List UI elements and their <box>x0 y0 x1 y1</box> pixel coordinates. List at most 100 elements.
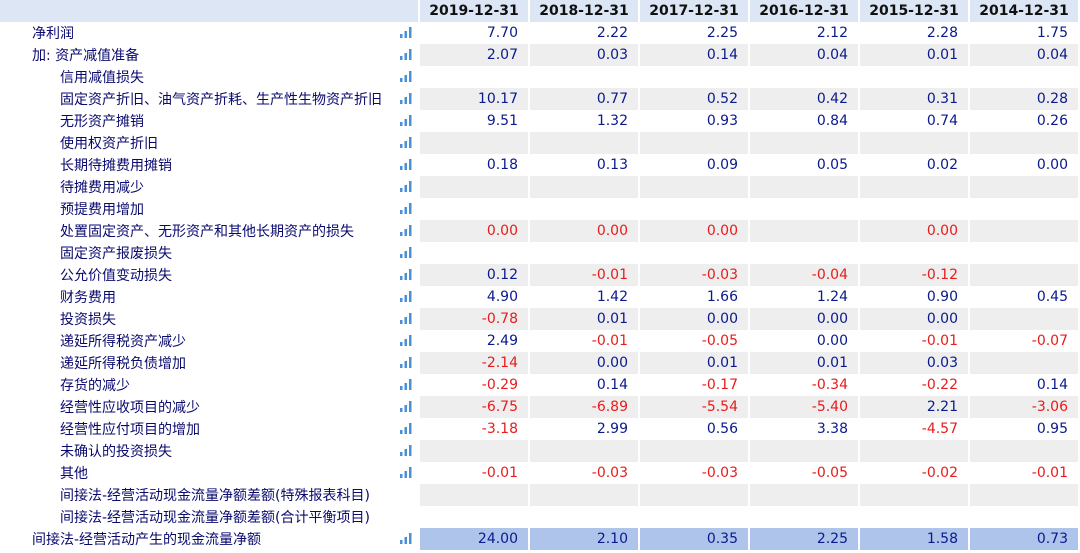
value-cell <box>750 242 860 264</box>
value-cell <box>640 132 750 154</box>
value-cell <box>970 220 1080 242</box>
table-row: 间接法-经营活动现金流量净额差额(特殊报表科目) <box>0 484 1080 506</box>
year-header[interactable]: 2015-12-31 <box>860 0 970 22</box>
value-cell: 0.00 <box>640 220 750 242</box>
value-cell <box>530 176 640 198</box>
row-label-text: 经营性应付项目的增加 <box>60 422 200 438</box>
value-cell: 0.14 <box>530 374 640 396</box>
value-cell: 0.00 <box>640 308 750 330</box>
bar-chart-icon[interactable] <box>400 445 412 456</box>
bar-chart-icon[interactable] <box>400 115 412 126</box>
value-cell <box>860 198 970 220</box>
bar-chart-icon[interactable] <box>400 313 412 324</box>
bar-chart-icon[interactable] <box>400 467 412 478</box>
value-cell <box>860 506 970 528</box>
bar-chart-icon[interactable] <box>400 335 412 346</box>
bar-chart-icon[interactable] <box>400 49 412 60</box>
value-cell: -3.18 <box>420 418 530 440</box>
bar-chart-icon[interactable] <box>400 357 412 368</box>
table-row: 信用减值损失 <box>0 66 1080 88</box>
bar-chart-icon[interactable] <box>400 401 412 412</box>
value-cell <box>530 484 640 506</box>
value-cell: -0.03 <box>530 462 640 484</box>
value-cell: 0.12 <box>420 264 530 286</box>
bar-chart-icon[interactable] <box>400 247 412 258</box>
table-row: 投资损失 -0.78 0.01 0.00 0.00 0.00 <box>0 308 1080 330</box>
row-label: 信用减值损失 <box>0 66 420 88</box>
value-cell <box>420 440 530 462</box>
row-label-text: 未确认的投资损失 <box>60 444 172 460</box>
bar-chart-icon[interactable] <box>400 291 412 302</box>
table-row: 存货的减少 -0.29 0.14 -0.17 -0.34 -0.22 0.14 <box>0 374 1080 396</box>
value-cell: -2.14 <box>420 352 530 374</box>
value-cell <box>750 132 860 154</box>
value-cell: -6.75 <box>420 396 530 418</box>
value-cell <box>970 176 1080 198</box>
bar-chart-icon[interactable] <box>400 93 412 104</box>
value-cell: -0.01 <box>420 462 530 484</box>
row-label: 其他 <box>0 462 420 484</box>
value-cell <box>530 506 640 528</box>
value-cell: 2.12 <box>750 22 860 44</box>
value-cell <box>640 66 750 88</box>
bar-chart-icon[interactable] <box>400 269 412 280</box>
row-label: 存货的减少 <box>0 374 420 396</box>
bar-chart-icon[interactable] <box>400 159 412 170</box>
bar-chart-icon[interactable] <box>400 533 412 544</box>
value-cell: -0.78 <box>420 308 530 330</box>
value-cell: 9.51 <box>420 110 530 132</box>
year-header[interactable]: 2016-12-31 <box>750 0 860 22</box>
bar-chart-icon[interactable] <box>400 423 412 434</box>
value-cell <box>860 242 970 264</box>
bar-chart-icon[interactable] <box>400 71 412 82</box>
year-header[interactable]: 2019-12-31 <box>420 0 530 22</box>
value-cell: -0.02 <box>860 462 970 484</box>
value-cell <box>530 198 640 220</box>
row-label-text: 间接法-经营活动现金流量净额差额(特殊报表科目) <box>60 488 370 504</box>
row-label: 无形资产摊销 <box>0 110 420 132</box>
value-cell <box>640 506 750 528</box>
value-cell: 2.22 <box>530 22 640 44</box>
table-row: 财务费用 4.90 1.42 1.66 1.24 0.90 0.45 <box>0 286 1080 308</box>
value-cell: 0.02 <box>860 154 970 176</box>
value-cell: -0.01 <box>860 330 970 352</box>
row-label-text: 处置固定资产、无形资产和其他长期资产的损失 <box>60 224 354 240</box>
year-header[interactable]: 2017-12-31 <box>640 0 750 22</box>
value-cell: 0.01 <box>640 352 750 374</box>
bar-chart-icon[interactable] <box>400 27 412 38</box>
bar-chart-icon[interactable] <box>400 203 412 214</box>
bar-chart-icon[interactable] <box>400 181 412 192</box>
row-label-text: 待摊费用减少 <box>60 180 144 196</box>
year-header[interactable]: 2014-12-31 <box>970 0 1080 22</box>
value-cell: 0.31 <box>860 88 970 110</box>
row-label: 使用权资产折旧 <box>0 132 420 154</box>
row-label: 经营性应付项目的增加 <box>0 418 420 440</box>
value-cell: 1.42 <box>530 286 640 308</box>
value-cell <box>750 176 860 198</box>
value-cell: -4.57 <box>860 418 970 440</box>
bar-chart-icon[interactable] <box>400 225 412 236</box>
value-cell: -3.06 <box>970 396 1080 418</box>
bar-chart-icon[interactable] <box>400 379 412 390</box>
value-cell: 2.07 <box>420 44 530 66</box>
value-cell: 0.00 <box>860 220 970 242</box>
table-row: 固定资产报废损失 <box>0 242 1080 264</box>
table-row: 经营性应收项目的减少 -6.75 -6.89 -5.54 -5.40 2.21 -3.06 <box>0 396 1080 418</box>
row-label: 递延所得税负债增加 <box>0 352 420 374</box>
value-cell: 0.00 <box>750 308 860 330</box>
value-cell: 0.14 <box>640 44 750 66</box>
value-cell: 0.00 <box>970 154 1080 176</box>
bar-chart-icon[interactable] <box>400 137 412 148</box>
table-row: 固定资产折旧、油气资产折耗、生产性生物资产折旧 10.17 0.77 0.52 0.42… <box>0 88 1080 110</box>
value-cell <box>640 176 750 198</box>
value-cell: 1.58 <box>860 528 970 550</box>
row-label-text: 存货的减少 <box>60 378 130 394</box>
value-cell: -5.54 <box>640 396 750 418</box>
year-header[interactable]: 2018-12-31 <box>530 0 640 22</box>
row-label: 经营性应收项目的减少 <box>0 396 420 418</box>
table-row: 净利润 7.70 2.22 2.25 2.12 2.28 1.75 <box>0 22 1080 44</box>
value-cell: 0.01 <box>530 308 640 330</box>
row-label-text: 间接法-经营活动现金流量净额差额(合计平衡项目) <box>60 510 370 526</box>
value-cell: 2.10 <box>530 528 640 550</box>
